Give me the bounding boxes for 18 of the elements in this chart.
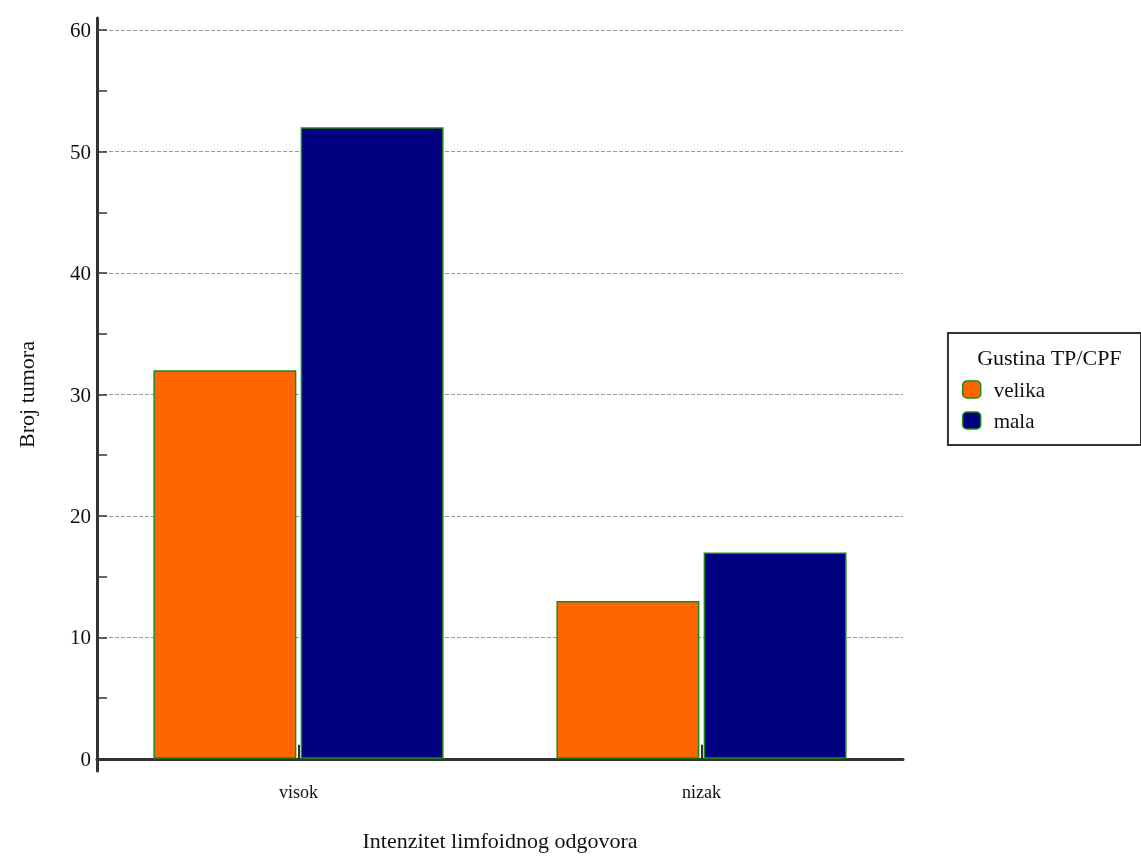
y-tick-label: 60: [70, 18, 91, 43]
legend-label: velika: [993, 377, 1046, 402]
y-tick-label: 10: [70, 625, 91, 650]
y-axis-title: Broj tumora: [13, 340, 39, 448]
y-tick-label: 30: [70, 382, 91, 407]
x-tick-label: visok: [278, 782, 319, 802]
bar: [556, 600, 700, 759]
y-tick-label: 50: [70, 139, 91, 164]
y-tick-label: 0: [80, 746, 91, 771]
x-tick-label: nizak: [682, 782, 721, 802]
legend-title: Gustina TP/CPF: [977, 344, 1122, 370]
y-tick-label: 20: [70, 503, 91, 528]
bar: [153, 370, 297, 759]
legend-label: mala: [993, 408, 1036, 433]
y-tick-label: 40: [70, 261, 91, 286]
x-axis-title: Intenzitet limfoidnog odgovora: [362, 827, 638, 853]
bar: [300, 127, 444, 759]
bar: [703, 552, 847, 759]
